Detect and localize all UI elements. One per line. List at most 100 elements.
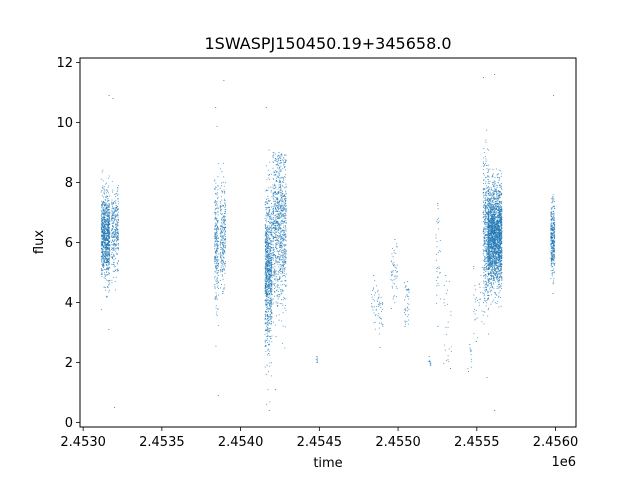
data-point [281, 245, 283, 247]
data-point [264, 314, 266, 316]
data-point [216, 262, 218, 264]
data-point [277, 190, 279, 192]
data-point [445, 333, 447, 336]
data-point [271, 321, 273, 323]
data-point [105, 279, 107, 281]
data-point [285, 280, 287, 282]
data-point [282, 185, 284, 187]
data-point [280, 168, 282, 170]
data-point [274, 270, 276, 272]
data-point [484, 311, 486, 313]
data-point [486, 217, 488, 219]
data-point [278, 217, 280, 219]
data-point [108, 280, 110, 283]
data-point [220, 271, 222, 273]
data-point [270, 299, 272, 301]
data-point [220, 265, 222, 267]
data-point [219, 209, 221, 211]
data-point [115, 214, 117, 216]
data-point [102, 253, 105, 255]
data-point [381, 302, 383, 304]
data-point [112, 263, 114, 265]
data-point [104, 287, 107, 289]
data-point [220, 248, 222, 250]
data-point [217, 256, 219, 258]
data-point [105, 296, 108, 298]
data-point [265, 289, 267, 292]
data-point [214, 211, 216, 213]
data-point [483, 194, 485, 196]
data-point [112, 233, 114, 235]
data-point [111, 204, 113, 206]
data-point [372, 288, 375, 290]
data-point [474, 313, 476, 315]
data-point [276, 262, 278, 264]
data-point [283, 256, 285, 258]
data-point [272, 186, 274, 188]
data-point [278, 314, 280, 316]
data-point [117, 248, 120, 250]
data-point [222, 243, 224, 245]
data-point [283, 225, 285, 227]
data-point [276, 167, 278, 169]
data-point [269, 255, 271, 257]
data-point [266, 228, 268, 231]
data-point [214, 242, 216, 245]
data-point [487, 198, 489, 200]
data-point [107, 197, 109, 200]
data-point [222, 260, 224, 262]
data-point [469, 343, 471, 346]
data-point [224, 220, 226, 222]
data-point [284, 215, 286, 217]
data-point [108, 237, 110, 239]
data-point [395, 252, 397, 254]
data-point [272, 281, 274, 283]
data-point [271, 375, 273, 377]
data-point [105, 219, 107, 221]
data-point [216, 246, 218, 248]
data-point [498, 177, 500, 179]
data-point [485, 164, 487, 166]
data-point [483, 295, 485, 297]
data-point [392, 269, 394, 272]
data-point [108, 177, 110, 179]
data-point [277, 156, 279, 158]
data-point [267, 323, 269, 325]
data-point [267, 213, 269, 215]
data-point [113, 231, 115, 233]
data-point [437, 282, 439, 285]
data-point [111, 229, 113, 231]
data-point [224, 228, 226, 230]
data-point [273, 195, 275, 197]
data-point [485, 246, 487, 248]
data-point [215, 230, 218, 232]
data-point [276, 164, 279, 166]
data-point [224, 237, 227, 239]
data-point [216, 125, 218, 128]
data-point [267, 258, 269, 260]
data-point [282, 254, 284, 256]
data-point [278, 168, 280, 170]
data-point [376, 291, 379, 293]
data-point [278, 206, 280, 208]
data-point [106, 255, 108, 257]
data-point [285, 230, 287, 232]
data-point [108, 222, 110, 224]
data-point [485, 209, 487, 211]
data-point [486, 225, 488, 227]
data-point [282, 256, 284, 259]
data-point [216, 220, 218, 222]
data-point [265, 207, 267, 209]
data-point [265, 308, 268, 310]
data-point [378, 317, 380, 319]
data-point [108, 248, 111, 250]
data-point [487, 175, 489, 177]
data-point [482, 302, 485, 304]
data-point [429, 361, 432, 363]
data-point [269, 230, 271, 232]
data-point [219, 236, 221, 238]
data-point [223, 268, 225, 270]
data-point [404, 323, 406, 325]
data-point [217, 245, 219, 247]
data-point [216, 227, 219, 229]
